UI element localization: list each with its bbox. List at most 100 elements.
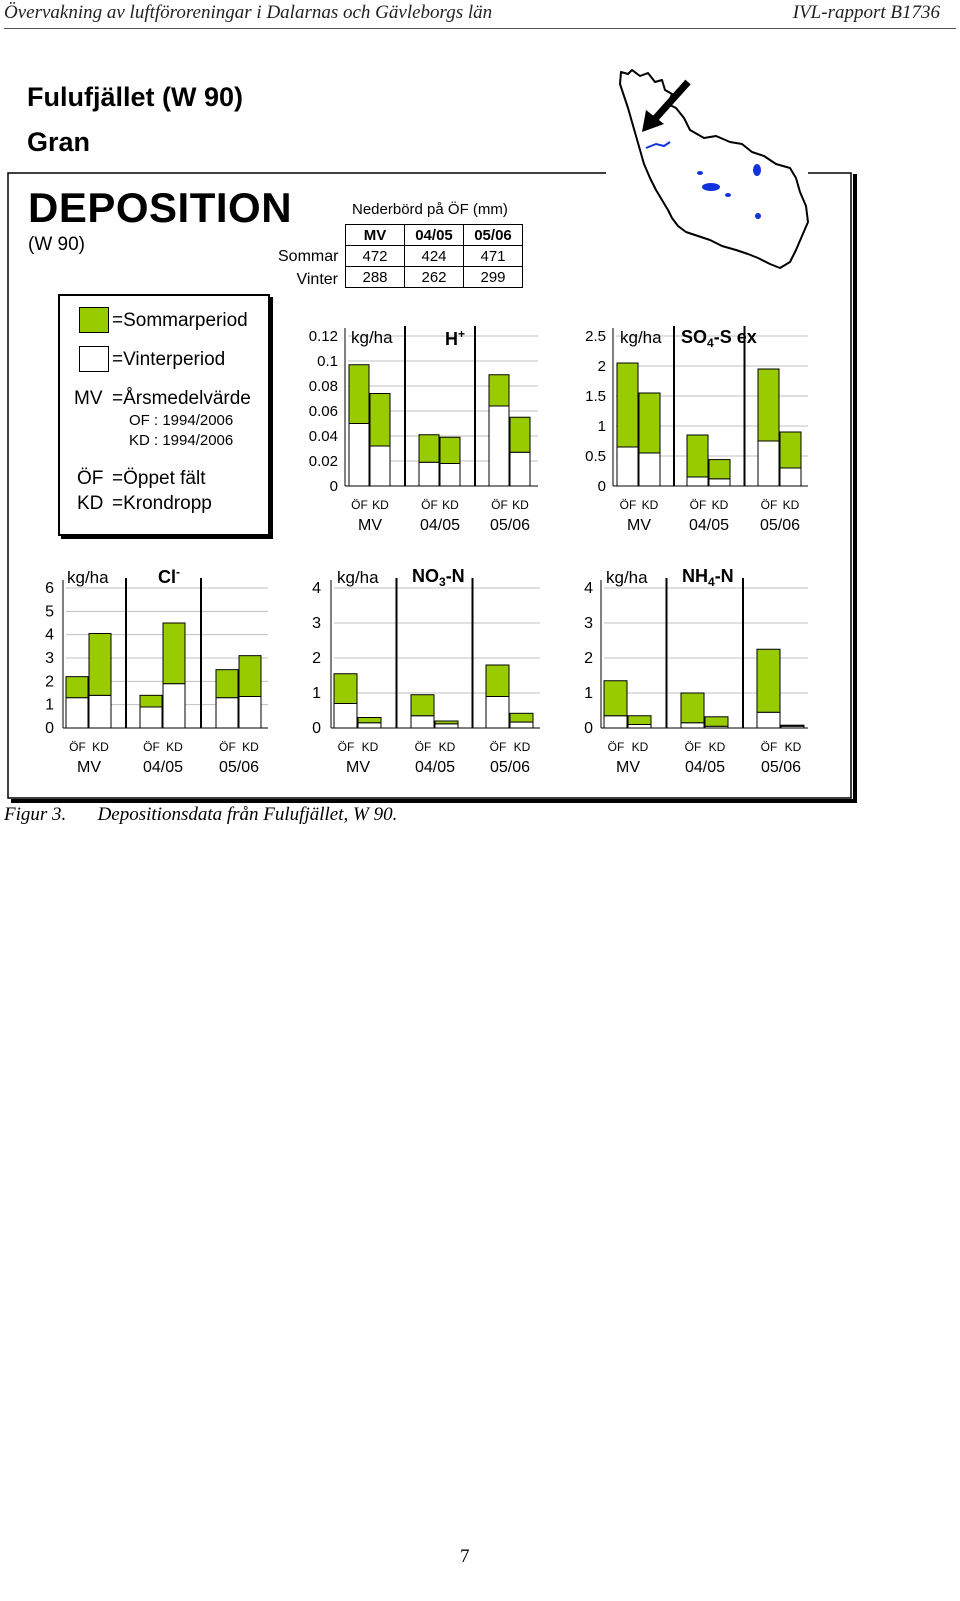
frame-border bbox=[7, 172, 852, 799]
bar-summer bbox=[704, 716, 729, 727]
bar-winter bbox=[708, 478, 731, 487]
bar-winter bbox=[348, 423, 370, 487]
precip-col-mv: MV bbox=[345, 224, 405, 246]
site-subtitle: Gran bbox=[27, 127, 91, 157]
precip-row-label-summer: Sommar bbox=[278, 248, 339, 265]
bar-winter bbox=[65, 697, 89, 729]
bar-summer bbox=[162, 622, 186, 685]
legend-kd-key: KD bbox=[77, 493, 104, 514]
figure-text: Depositionsdata från Fulufjället, W 90. bbox=[97, 804, 398, 825]
running-header-left: Övervakning av luftföroreningar i Dalarn… bbox=[4, 2, 493, 23]
bar-label: KD bbox=[712, 498, 729, 512]
chart-title: H+ bbox=[445, 327, 465, 349]
group-label: 04/05 bbox=[689, 517, 729, 534]
group-label: 04/05 bbox=[143, 759, 183, 776]
y-axis-unit: kg/ha bbox=[67, 568, 109, 587]
bar-label: ÖF bbox=[608, 740, 625, 754]
chart-title: NO3-N bbox=[412, 566, 465, 589]
bar-summer bbox=[686, 434, 709, 478]
bar-winter bbox=[357, 722, 382, 729]
bar-label: KD bbox=[92, 740, 109, 754]
y-tick-label: 0 bbox=[584, 720, 593, 737]
y-tick-label: 4 bbox=[45, 627, 54, 644]
chart-title-base: Cl bbox=[158, 567, 176, 587]
bar-label: KD bbox=[514, 740, 531, 754]
y-tick-label: 0 bbox=[45, 720, 54, 737]
bar-winter bbox=[162, 683, 186, 729]
bar-label: KD bbox=[439, 740, 456, 754]
y-tick-label: 2 bbox=[312, 650, 321, 667]
bar-label: KD bbox=[632, 740, 649, 754]
y-tick-label: 4 bbox=[584, 580, 593, 597]
legend-of-key: ÖF bbox=[77, 468, 104, 489]
bar-summer bbox=[418, 434, 440, 463]
bar-summer bbox=[65, 676, 89, 699]
bar-winter bbox=[757, 440, 780, 487]
group-label: MV bbox=[346, 759, 370, 776]
bar-label: ÖF bbox=[690, 498, 707, 512]
frame-shadow bbox=[11, 174, 857, 803]
precip-caption: Nederbörd på ÖF (mm) bbox=[352, 201, 508, 218]
bar-summer bbox=[410, 694, 435, 717]
y-tick-label: 0 bbox=[312, 720, 321, 737]
deposition-charts: 0 0.02 0.04 0.06 0.08 0.1 0.12 ÖF KD MV ÖF KD 04/05 Ö… bbox=[45, 326, 808, 776]
legend-swatch-winter bbox=[79, 346, 109, 372]
group-label: MV bbox=[77, 759, 101, 776]
chart-title-tail: -S ex bbox=[714, 327, 757, 347]
chart-title-tail: -N bbox=[715, 566, 734, 586]
figure-label: Figur 3. bbox=[4, 804, 67, 825]
y-tick-label: 1 bbox=[312, 685, 321, 702]
group-label: 04/05 bbox=[685, 759, 725, 776]
bar-summer bbox=[439, 436, 461, 464]
page-number: 7 bbox=[460, 1546, 470, 1567]
deposition-station-code: (W 90) bbox=[28, 234, 85, 255]
bar-label: KD bbox=[362, 740, 379, 754]
bar-summer bbox=[215, 669, 239, 699]
legend-summer-label: =Sommarperiod bbox=[112, 310, 248, 331]
bar-summer bbox=[509, 712, 534, 723]
y-tick-label: 2 bbox=[45, 673, 54, 690]
bar-summer bbox=[88, 633, 112, 696]
bar-label: ÖF bbox=[685, 740, 702, 754]
group-label: 05/06 bbox=[219, 759, 259, 776]
bar-label: KD bbox=[785, 740, 802, 754]
chart-title-superscript: - bbox=[176, 565, 180, 579]
chart-title-base: NO bbox=[412, 566, 439, 586]
y-axis-unit: kg/ha bbox=[620, 328, 662, 347]
group-label: 05/06 bbox=[490, 759, 530, 776]
bar-winter bbox=[215, 697, 239, 729]
bar-summer bbox=[757, 368, 780, 442]
bar-summer bbox=[603, 680, 628, 717]
chart-title-subscript: 3 bbox=[439, 575, 446, 589]
legend-of-range: OF : 1994/2006 bbox=[129, 412, 234, 429]
y-tick-label: 0.08 bbox=[309, 378, 338, 395]
bar-winter bbox=[410, 715, 435, 729]
bar-summer bbox=[756, 648, 781, 713]
group-label: 05/06 bbox=[761, 759, 801, 776]
y-tick-label: 1.5 bbox=[585, 388, 606, 405]
bar-label: KD bbox=[642, 498, 659, 512]
bar-summer bbox=[779, 431, 802, 469]
group-label: MV bbox=[616, 759, 640, 776]
bar-label: KD bbox=[709, 740, 726, 754]
bar-label: ÖF bbox=[620, 498, 637, 512]
deposition-title: DEPOSITION bbox=[28, 184, 293, 231]
y-tick-label: 3 bbox=[584, 615, 593, 632]
y-tick-label: 3 bbox=[45, 650, 54, 667]
chart-title-superscript: + bbox=[458, 327, 465, 341]
running-header-right: IVL-rapport B1736 bbox=[792, 2, 940, 23]
legend-swatch-summer bbox=[79, 307, 109, 333]
y-tick-label: 1 bbox=[45, 697, 54, 714]
bar-label: KD bbox=[242, 740, 259, 754]
bar-summer bbox=[627, 715, 652, 725]
chart-title-base: SO bbox=[681, 327, 707, 347]
bar-label: ÖF bbox=[491, 498, 508, 512]
chart-title-base: H bbox=[445, 329, 458, 349]
y-tick-label: 0.5 bbox=[585, 448, 606, 465]
precip-cell: 262 bbox=[404, 266, 464, 288]
frame-and-map bbox=[7, 69, 857, 803]
bar-label: ÖF bbox=[421, 498, 438, 512]
chart-title: SO4-S ex bbox=[681, 327, 757, 350]
legend-kd-range: KD : 1994/2006 bbox=[129, 432, 234, 449]
bar-summer bbox=[616, 362, 639, 448]
